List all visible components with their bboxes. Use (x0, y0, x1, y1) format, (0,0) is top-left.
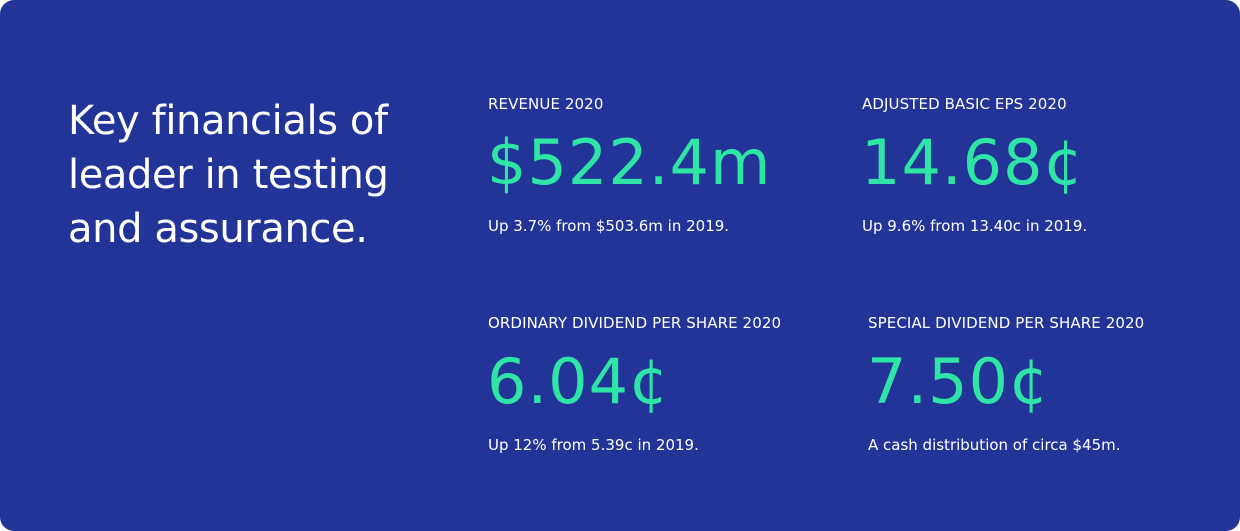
metric-value: 7.50¢ (867, 345, 1050, 418)
metric-note: Up 12% from 5.39c in 2019. (488, 436, 699, 454)
metric-label: ORDINARY DIVIDEND PER SHARE 2020 (488, 314, 782, 332)
metric-value: 6.04¢ (487, 345, 670, 418)
metric-label: REVENUE 2020 (488, 95, 604, 113)
metric-label: SPECIAL DIVIDEND PER SHARE 2020 (868, 314, 1145, 332)
metric-note: Up 3.7% from $503.6m in 2019. (488, 217, 730, 235)
metric-value: 14.68¢ (861, 126, 1084, 199)
metric-note: Up 9.6% from 13.40c in 2019. (862, 217, 1088, 235)
headline: Key financials of leader in testing and … (68, 98, 389, 252)
metric-note: A cash distribution of circa $45m. (868, 436, 1121, 454)
metric-label: ADJUSTED BASIC EPS 2020 (862, 95, 1067, 113)
metric-value: $522.4m (487, 126, 772, 199)
